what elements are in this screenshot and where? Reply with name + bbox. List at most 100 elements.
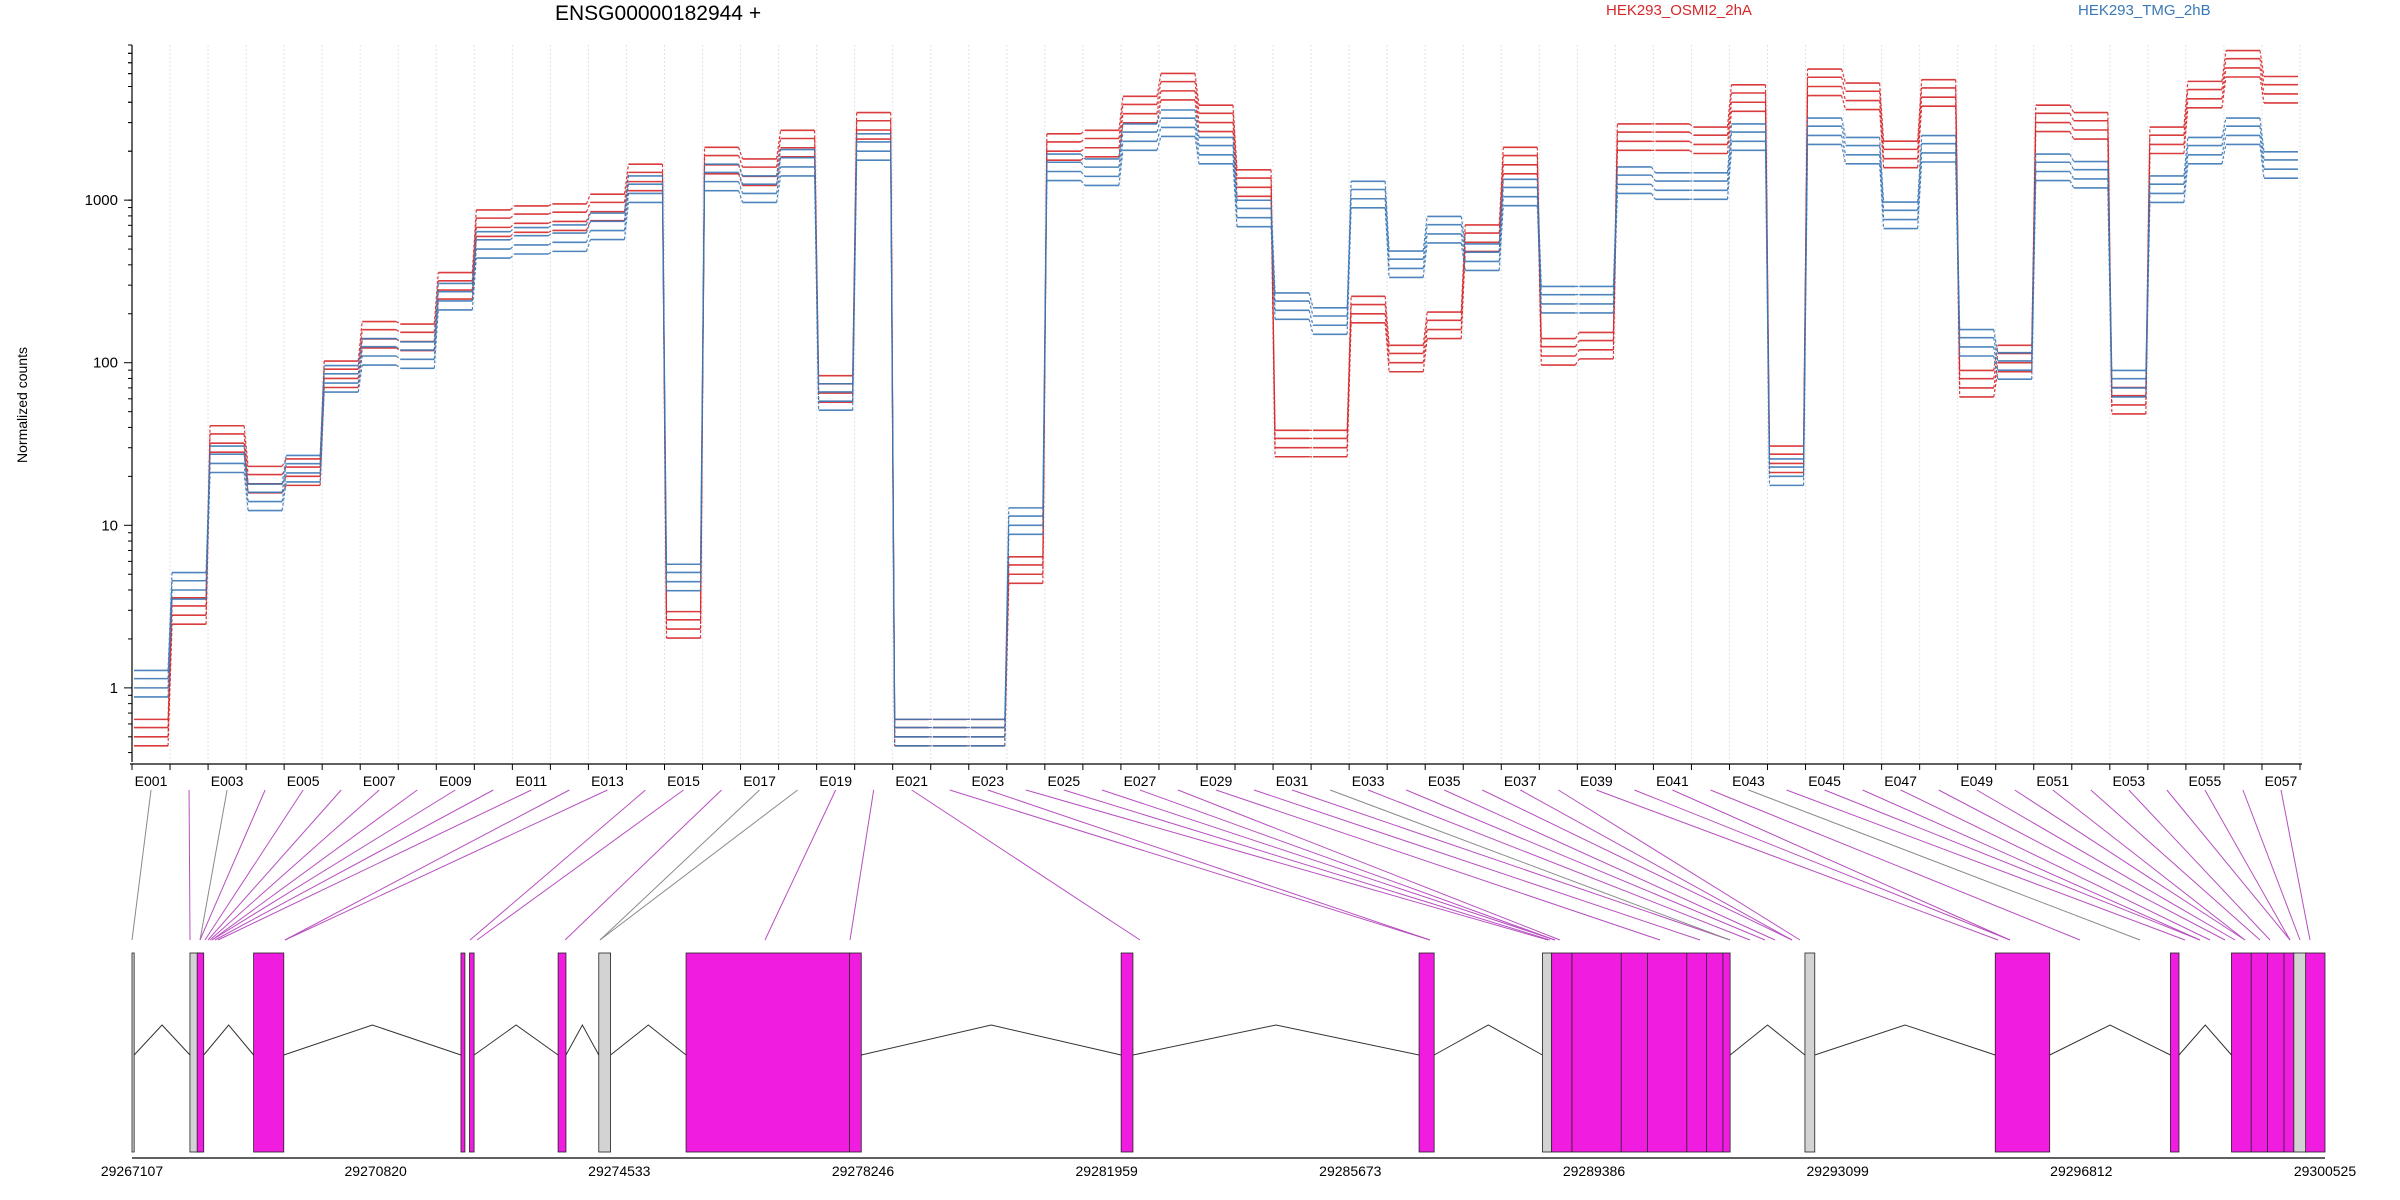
genomic-coordinates: 29267107 29270820 29274533 29278246 29281959… (101, 1157, 2356, 1179)
exon-connector (214, 789, 494, 941)
exon-connector (1976, 789, 2236, 941)
series-lines (134, 49, 2298, 747)
x-tick-label: E015 (667, 773, 700, 789)
exon-connector (209, 789, 380, 941)
exon-connector (1253, 789, 1701, 941)
x-tick-label: E037 (1504, 773, 1537, 789)
exon-connector (1558, 789, 1801, 941)
exon-connector (211, 789, 418, 941)
exon-connector (764, 789, 837, 941)
exon-connector (2014, 789, 2246, 941)
x-tick-label: E031 (1276, 773, 1309, 789)
exon-connector (2204, 789, 2291, 941)
exon-block (196, 952, 205, 1153)
exon-connector (2166, 789, 2291, 941)
x-tick-label: E011 (516, 773, 548, 789)
legend-series-2: HEK293_TMG_2hB (2078, 2, 2211, 19)
coordinate-label: 29296812 (2050, 1163, 2113, 1179)
exon-connector (1367, 789, 1751, 941)
exon-connector (911, 789, 1141, 941)
exon-connector (1672, 789, 2011, 941)
intron (283, 1024, 462, 1056)
exon-connector (204, 789, 304, 941)
exon-connector (1177, 789, 1561, 941)
coordinate-label: 29270820 (345, 1163, 408, 1179)
exon-connector (1748, 789, 2141, 941)
exon-connector (987, 789, 1431, 941)
x-tick-label: E045 (1808, 773, 1841, 789)
coordinate-label: 29274533 (588, 1163, 651, 1179)
exon-block (2170, 952, 2180, 1153)
legend-series-1: HEK293_OSMI2_2hA (1606, 2, 1752, 19)
exon-connector (2242, 789, 2301, 941)
x-tick-label: E055 (2189, 773, 2222, 789)
exon-connector (284, 789, 570, 941)
exon-block (1994, 952, 2051, 1153)
intron (473, 1024, 559, 1056)
series-2-replicate-4-connector (167, 109, 2265, 720)
exon-connector (1938, 789, 2226, 941)
exon-connector (1710, 789, 2081, 941)
coordinate-label: 29278246 (832, 1163, 895, 1179)
exon-connector (188, 789, 191, 941)
intron (610, 1024, 687, 1056)
x-tick-label: E021 (895, 773, 928, 789)
x-tick-label: E049 (1960, 773, 1993, 789)
exon-connector (476, 789, 684, 941)
exon-connector (284, 789, 608, 941)
exon-connector (564, 789, 722, 941)
x-tick-label: E029 (1200, 773, 1233, 789)
grid-lines (131, 45, 2301, 762)
x-tick-label: E001 (135, 773, 168, 789)
exon-block (2305, 952, 2326, 1153)
exon-connector (1139, 789, 1556, 941)
exon-connector (1482, 789, 1793, 941)
exon-connector (1405, 789, 1766, 941)
exon-connector (1900, 789, 2211, 941)
y-tick-label: 1 (110, 680, 118, 697)
x-tick-label: E041 (1656, 773, 1689, 789)
exon-block (460, 952, 466, 1153)
series-1-replicate-4-connector (167, 50, 2265, 720)
exon-connector (1025, 789, 1549, 941)
series-1-replicate-2 (134, 57, 2298, 729)
x-tick-label: E007 (363, 773, 396, 789)
exon-connector (469, 789, 646, 941)
exon-connector (1786, 789, 2186, 941)
series-2-replicate-1 (134, 126, 2298, 738)
intron (1729, 1024, 1806, 1056)
y-tick-label: 10 (101, 517, 118, 534)
exon-block (1120, 952, 1134, 1153)
coordinate-label: 29281959 (1076, 1163, 1139, 1179)
intron (133, 1024, 191, 1056)
exon-block (469, 952, 475, 1153)
intron (565, 1023, 600, 1056)
exon-block (557, 952, 567, 1153)
exon-connector (599, 789, 798, 941)
x-tick-label: E009 (439, 773, 472, 789)
exon-block (1571, 952, 1731, 1153)
exon-block-unused (598, 952, 611, 1153)
intron (1132, 1024, 1420, 1056)
series-2-replicate-3 (134, 135, 2298, 747)
exon-block (849, 952, 862, 1153)
exon-connector (1862, 789, 2201, 941)
y-tick-label: 1000 (85, 192, 118, 209)
exon-connector (1634, 789, 2011, 941)
exon-block-unused (131, 952, 135, 1153)
chart-title: ENSG00000182944 + (555, 2, 762, 25)
series-2-replicate-3-connector (167, 136, 2265, 747)
x-tick-label: E039 (1580, 773, 1613, 789)
exon-block (2231, 952, 2295, 1153)
exon-connectors (131, 789, 2311, 941)
y-tick-label: 100 (93, 355, 118, 372)
intron (203, 1024, 254, 1056)
exon-connector (1596, 789, 1999, 941)
x-tick-label: E005 (287, 773, 320, 789)
exon-connector (599, 789, 760, 941)
exon-connector (1444, 789, 1776, 941)
series-2-replicate-4 (134, 109, 2298, 721)
x-axis-ticks: E001 E003 E005 E007 E009 E011 E013 E015 E017 E019… (131, 764, 2301, 789)
exon-connector (1101, 789, 1556, 941)
